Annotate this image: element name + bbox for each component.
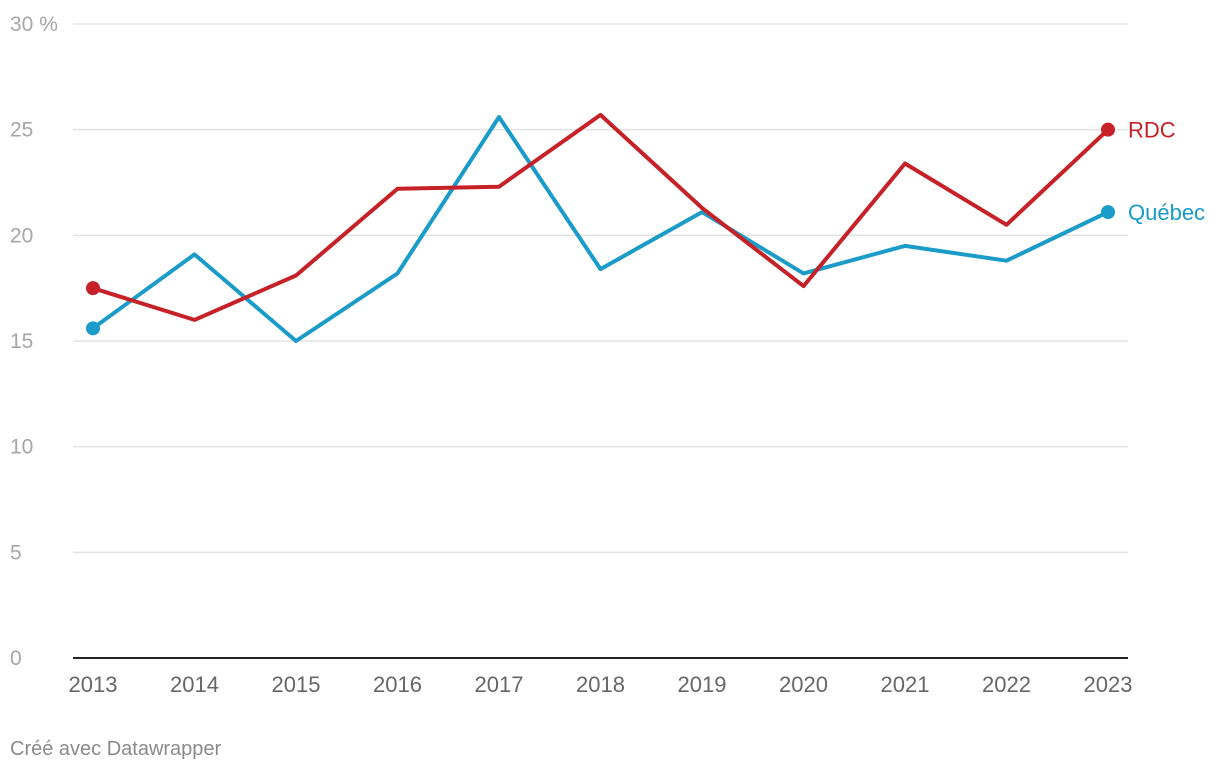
x-tick-label: 2013	[69, 672, 118, 697]
grid-lines	[73, 23, 1128, 659]
x-tick-label: 2016	[373, 672, 422, 697]
x-tick-label: 2022	[982, 672, 1031, 697]
x-tick-label: 2015	[272, 672, 321, 697]
x-axis-ticks: 2013 2014 2015 2016 2017 2018 2019 2020 2021 2022…	[69, 672, 1133, 697]
series-line-quebec	[91, 115, 1110, 343]
y-tick-label: 25	[10, 119, 33, 142]
series-line-rdc	[91, 112, 1110, 322]
x-tick-label: 2017	[475, 672, 524, 697]
y-tick-label: 30 %	[10, 13, 58, 36]
y-tick-label: 5	[10, 541, 22, 564]
series-label-quebec: Québec	[1128, 200, 1205, 225]
point-end-rdc	[1101, 122, 1115, 137]
point-start-rdc	[86, 281, 100, 296]
series-labels: Québec RDC	[1128, 118, 1205, 225]
point-start-quebec	[86, 321, 100, 336]
x-tick-label: 2018	[576, 672, 625, 697]
credit-text: Créé avec Datawrapper	[10, 738, 222, 760]
series-lines	[86, 112, 1115, 343]
y-tick-label: 10	[10, 436, 33, 459]
x-tick-label: 2019	[678, 672, 727, 697]
x-tick-label: 2023	[1084, 672, 1133, 697]
series-label-rdc: RDC	[1128, 118, 1176, 143]
x-tick-label: 2021	[881, 672, 930, 697]
point-end-quebec	[1101, 205, 1115, 220]
y-axis-ticks: 0 5 10 15 20 25 30 %	[10, 13, 58, 670]
y-tick-label: 15	[10, 330, 33, 353]
x-tick-label: 2020	[779, 672, 828, 697]
x-tick-label: 2014	[170, 672, 219, 697]
y-tick-label: 20	[10, 224, 33, 247]
y-tick-label: 0	[10, 647, 22, 670]
